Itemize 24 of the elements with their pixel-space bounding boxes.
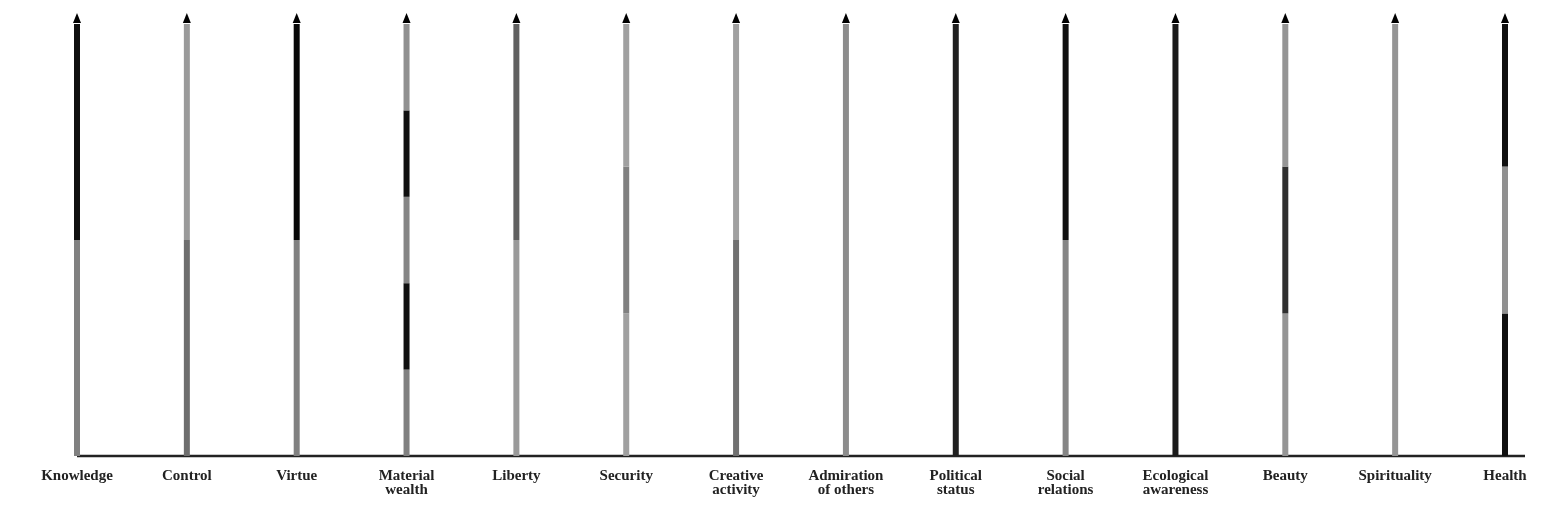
bar (403, 110, 410, 197)
bar (733, 240, 740, 456)
x-tick-label: Political status (929, 467, 983, 497)
x-tick-label: Social relations (1037, 467, 1094, 497)
x-tick-label: Security (599, 467, 654, 483)
bar (293, 240, 300, 456)
bar (403, 283, 410, 370)
x-tick-label: Knowledge (41, 467, 114, 483)
x-tick-label: Control (161, 467, 212, 483)
x-tick-label: Health (1483, 467, 1528, 483)
x-tick-label: Material wealth (378, 467, 435, 497)
x-tick-label: Spirituality (1358, 467, 1433, 483)
x-tick-label: Virtue (276, 467, 318, 483)
bar (513, 240, 520, 456)
x-tick-label: Creative activity (708, 467, 764, 497)
bar (403, 369, 410, 456)
bar (183, 240, 190, 456)
x-tick-label: Beauty (1262, 467, 1309, 483)
x-tick-label: Admiration of others (808, 467, 885, 497)
x-tick-label: Liberty (492, 467, 542, 483)
x-tick-label: Ecological awareness (1142, 467, 1209, 497)
bar (403, 196, 410, 284)
bar (1282, 166, 1289, 314)
bar (74, 240, 80, 456)
